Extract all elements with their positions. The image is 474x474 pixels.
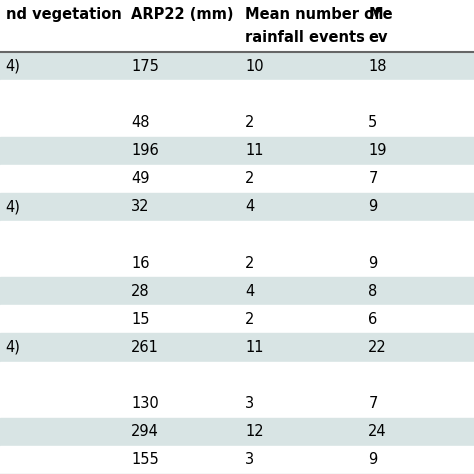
Text: 5: 5 xyxy=(368,115,378,130)
Text: rainfall events: rainfall events xyxy=(245,30,365,45)
Text: 3: 3 xyxy=(245,396,254,411)
Text: ARP22 (mm): ARP22 (mm) xyxy=(131,7,234,22)
Text: 7: 7 xyxy=(368,396,378,411)
Text: 11: 11 xyxy=(245,340,264,355)
Text: nd vegetation: nd vegetation xyxy=(6,7,121,22)
Bar xyxy=(0,193,474,221)
Bar xyxy=(0,305,474,333)
Text: 24: 24 xyxy=(368,424,387,439)
Bar xyxy=(0,80,474,109)
Bar xyxy=(0,109,474,137)
Text: 28: 28 xyxy=(131,284,150,299)
Text: 4): 4) xyxy=(6,200,20,214)
Text: 3: 3 xyxy=(245,453,254,467)
Text: Me: Me xyxy=(368,7,393,22)
Bar xyxy=(0,221,474,249)
Text: 22: 22 xyxy=(368,340,387,355)
Text: 155: 155 xyxy=(131,453,159,467)
Text: 8: 8 xyxy=(368,284,378,299)
Text: 2: 2 xyxy=(245,171,255,186)
Text: 11: 11 xyxy=(245,143,264,158)
Text: 18: 18 xyxy=(368,59,387,73)
Text: 2: 2 xyxy=(245,255,255,271)
Text: 2: 2 xyxy=(245,312,255,327)
Bar xyxy=(0,418,474,446)
Text: 7: 7 xyxy=(368,171,378,186)
Text: 15: 15 xyxy=(131,312,150,327)
Text: 19: 19 xyxy=(368,143,387,158)
Bar xyxy=(0,333,474,362)
Text: 9: 9 xyxy=(368,255,378,271)
Bar xyxy=(0,137,474,164)
Text: 9: 9 xyxy=(368,453,378,467)
Text: Mean number of: Mean number of xyxy=(245,7,381,22)
Bar xyxy=(0,0,474,52)
Bar xyxy=(0,164,474,193)
Text: 196: 196 xyxy=(131,143,159,158)
Text: 4: 4 xyxy=(245,200,255,214)
Text: ev: ev xyxy=(368,30,388,45)
Bar xyxy=(0,390,474,418)
Text: 16: 16 xyxy=(131,255,150,271)
Text: 32: 32 xyxy=(131,200,150,214)
Text: 9: 9 xyxy=(368,200,378,214)
Text: 294: 294 xyxy=(131,424,159,439)
Bar xyxy=(0,446,474,474)
Bar xyxy=(0,277,474,305)
Text: 10: 10 xyxy=(245,59,264,73)
Text: 12: 12 xyxy=(245,424,264,439)
Text: 175: 175 xyxy=(131,59,159,73)
Text: 48: 48 xyxy=(131,115,150,130)
Text: 4: 4 xyxy=(245,284,255,299)
Bar xyxy=(0,52,474,80)
Bar xyxy=(0,362,474,390)
Text: 2: 2 xyxy=(245,115,255,130)
Text: 4): 4) xyxy=(6,59,20,73)
Bar xyxy=(0,249,474,277)
Text: 261: 261 xyxy=(131,340,159,355)
Text: 130: 130 xyxy=(131,396,159,411)
Text: 49: 49 xyxy=(131,171,150,186)
Text: 4): 4) xyxy=(6,340,20,355)
Text: 6: 6 xyxy=(368,312,378,327)
